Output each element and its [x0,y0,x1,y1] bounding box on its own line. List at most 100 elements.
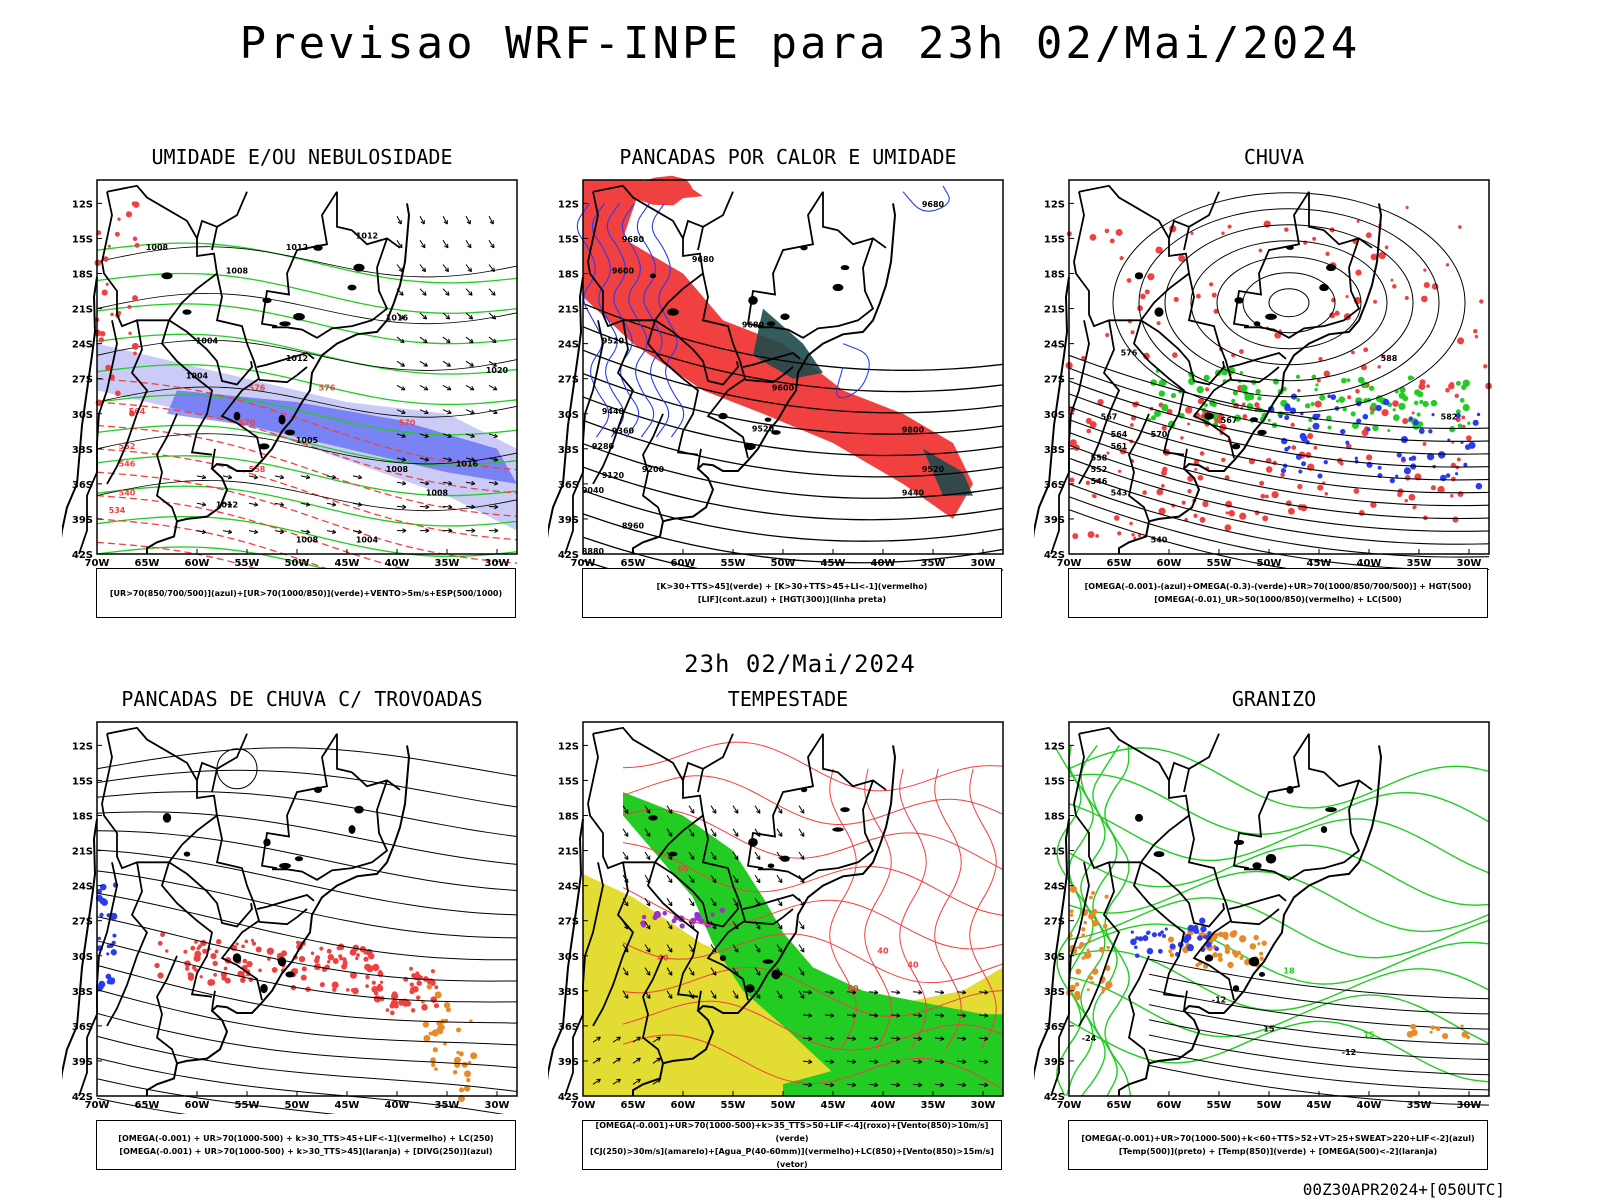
lat-tick-label: 18S [1044,812,1065,823]
contour-label: 1004 [356,535,379,544]
wind-vector [734,855,739,860]
lon-tick-label: 70W [1057,558,1082,569]
hail-blue [1142,935,1149,942]
streamline [96,1012,518,1069]
wind-vector [465,312,473,320]
thunder-red [194,940,198,944]
wind-vector [421,243,426,249]
wind-vector [646,855,651,860]
wind-vector [962,989,967,995]
lake-mark [764,417,772,422]
rain-blue [1316,413,1321,418]
rain-red [1392,284,1397,289]
wind-vector [668,901,673,907]
rain-red [1221,231,1225,235]
contour-label: 9280 [592,442,615,451]
rain-red [1199,516,1206,523]
rain-red [1313,445,1318,450]
border-line [744,908,794,926]
wind-vector [443,220,448,225]
lat-tick-label: 15S [1044,776,1065,787]
temp850-contour [1068,1020,1490,1083]
wind-vector [754,805,761,814]
rain-red [1209,282,1214,287]
thunder-red [409,966,413,971]
contour-label: 9440 [902,489,925,498]
rain-red [1405,205,1409,210]
rain-red [1104,228,1110,234]
border-line [160,862,213,998]
rh-contour-green [96,272,518,314]
lat-tick-label: 24S [558,882,579,893]
lc850-contour [829,768,857,1050]
wind-vector [399,315,405,320]
wind-vector [632,1036,641,1043]
contour-label: 9040 [582,486,605,495]
red-speckle [117,217,121,221]
wind-vector [668,832,673,837]
rain-red [1365,232,1372,239]
wind-vector [488,481,498,485]
rain-red [1221,457,1226,463]
contour-label: 570 [239,418,256,427]
wind-vector [352,475,362,479]
thunder-red [213,973,217,977]
thunder-red [235,942,239,946]
severe-purple [696,912,701,917]
rain-red [1334,310,1340,316]
rain-red [1366,454,1373,461]
rain-red [1158,507,1166,515]
lake-mark [800,245,808,251]
border-line [211,191,248,251]
rain-red [1089,421,1097,429]
lon-tick-label: 35W [921,1100,946,1111]
rain-green [1308,417,1313,423]
rain-red [1287,507,1295,515]
wind-vector [798,828,805,837]
streamline [96,870,518,939]
border-line [1244,238,1361,339]
contour-label: 1016 [386,313,409,322]
omega-orange [1460,1024,1464,1028]
lake-mark [771,430,781,435]
wind-vector [802,1014,813,1017]
wind-vector [776,805,783,814]
wind-vector [445,315,451,320]
contour-label: 18 [1283,966,1295,975]
thunder-orange [464,1070,471,1078]
hail-blue [1200,925,1207,933]
border-line [196,761,218,781]
wind-vector [646,948,651,953]
wind-vector [396,215,402,225]
lake-mark [1233,839,1245,845]
thunder-red [416,980,422,986]
streamline [96,1097,187,1114]
lon-tick-label: 50W [285,1100,310,1111]
wind-vector [666,874,673,883]
panel-title-chuva: CHUVA [1243,145,1305,169]
red-speckle [133,351,137,356]
rain-green [1455,380,1461,386]
streamline [96,1078,336,1114]
lon-tick-label: 45W [1307,558,1332,569]
wind-vector [852,1082,857,1088]
contour-label: 1020 [486,366,509,375]
wind-vector [890,1060,901,1063]
border-line [642,413,664,522]
border-line [211,733,248,793]
omega-orange [1410,1023,1417,1030]
thunder-red [433,1003,440,1009]
wind-vector [493,433,498,438]
lake-mark [748,837,758,847]
rain-blue [1330,394,1337,400]
wind-vector [465,288,473,296]
wind-vector [890,1037,901,1040]
lon-tick-label: 45W [821,1100,846,1111]
contour-label: 1004 [196,337,219,346]
coastline-east [1118,745,1383,1096]
rain-green [1346,378,1351,383]
rain-red [1194,467,1198,471]
wind-vector [305,502,311,507]
temp850-contour [1068,923,1490,985]
wind-vector [622,990,629,999]
